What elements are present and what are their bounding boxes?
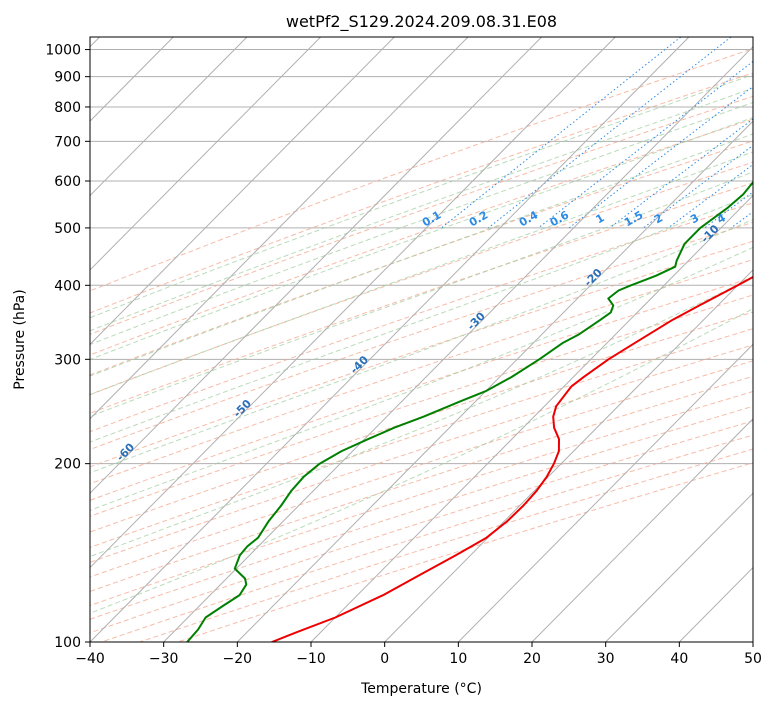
x-tick-label: −10 [296, 651, 326, 667]
y-tick-label: 900 [54, 70, 81, 86]
chart-title: wetPf2_S129.2024.209.08.31.E08 [286, 12, 557, 32]
x-tick-label: 50 [744, 651, 762, 667]
x-tick-label: −20 [223, 651, 253, 667]
x-tick-label: 30 [597, 651, 615, 667]
x-tick-label: −30 [149, 651, 179, 667]
y-tick-label: 300 [54, 352, 81, 368]
y-tick-label: 200 [54, 457, 81, 473]
y-tick-label: 1000 [45, 43, 81, 59]
x-tick-label: 20 [523, 651, 541, 667]
y-tick-label: 500 [54, 221, 81, 237]
x-tick-label: −40 [75, 651, 105, 667]
x-tick-label: 40 [670, 651, 688, 667]
y-axis-label: Pressure (hPa) [12, 289, 28, 389]
x-tick-label: 10 [449, 651, 467, 667]
x-tick-label: 0 [380, 651, 389, 667]
y-tick-label: 400 [54, 278, 81, 294]
y-tick-label: 600 [54, 174, 81, 190]
x-axis-label: Temperature (°C) [360, 681, 482, 697]
y-tick-label: 700 [54, 134, 81, 150]
y-tick-label: 800 [54, 100, 81, 116]
y-tick-label: 100 [54, 635, 81, 651]
